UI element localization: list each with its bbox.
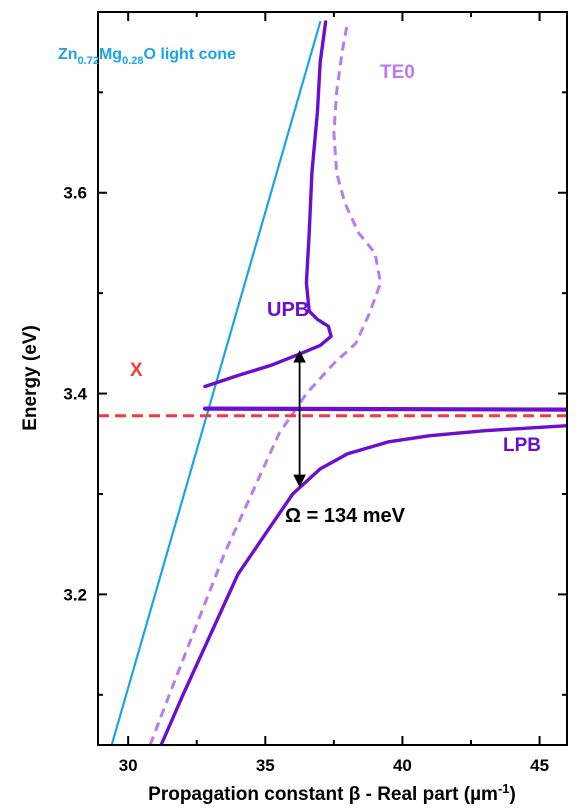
x-tick-label: 30	[119, 756, 138, 775]
series-upb	[203, 20, 333, 389]
upb-label: UPB	[267, 299, 309, 321]
labels-layer: 30 35 40 45 3.2 3.4 3.6	[63, 184, 549, 775]
y-tick-label: 3.6	[63, 184, 87, 203]
light-cone-label: Zn0.72Mg0.28O light cone	[58, 46, 236, 67]
x-tick-label: 40	[393, 756, 412, 775]
series-layer	[98, 20, 567, 745]
x-axis-title: Propagation constant β - Real part (µm-1…	[148, 781, 516, 805]
x-tick-label: 45	[530, 756, 549, 775]
plot-frame	[97, 11, 568, 746]
y-axis-title: Energy (eV)	[20, 325, 41, 431]
x-tick-label: 35	[256, 756, 275, 775]
rabi-splitting-label: Ω = 134 meV	[285, 505, 406, 527]
te0-label: TE0	[380, 62, 415, 83]
ticks-layer	[98, 12, 567, 745]
series-lpb	[159, 424, 567, 745]
series-te0	[148, 21, 382, 745]
exciton-label: X	[130, 360, 143, 381]
lpb-label: LPB	[503, 435, 541, 456]
series-exciton-branch	[202, 406, 567, 412]
y-tick-label: 3.2	[63, 585, 87, 604]
y-tick-label: 3.4	[63, 385, 87, 404]
